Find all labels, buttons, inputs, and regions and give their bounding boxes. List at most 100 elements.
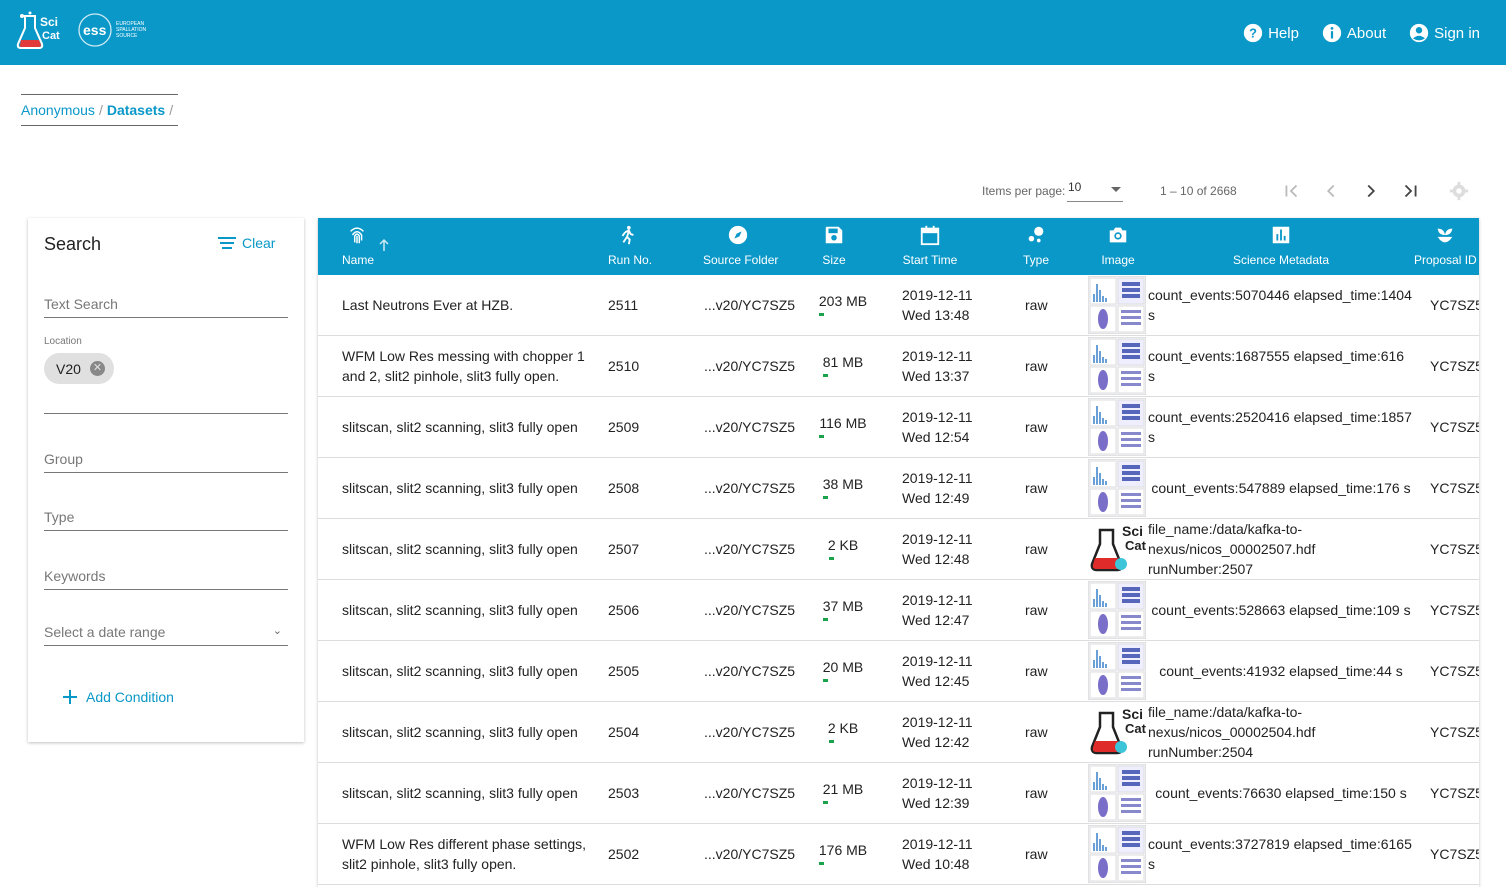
column-run-no[interactable]: Run No. — [608, 218, 652, 275]
dataset-thumbnail[interactable] — [1088, 825, 1146, 883]
size-bar — [823, 618, 828, 621]
top-app-bar: Sci Cat ess EUROPEAN SPALLATION SOURCE ?… — [0, 0, 1506, 65]
size-bar — [823, 801, 828, 804]
settings-gear-icon[interactable] — [1448, 180, 1470, 202]
table-row[interactable]: slitscan, slit2 scanning, slit3 fully op… — [318, 519, 1479, 580]
search-title: Search — [44, 234, 102, 254]
size-value: 21 MB — [822, 781, 864, 797]
cell-proposal-id: YC7SZ5 — [1430, 419, 1479, 435]
cell-proposal-id: YC7SZ5 — [1430, 297, 1479, 313]
column-type[interactable]: Type — [1018, 218, 1054, 275]
size-bar — [829, 740, 834, 743]
table-row[interactable]: slitscan, slit2 scanning, slit3 fully op… — [318, 641, 1479, 702]
column-label: Name — [342, 253, 375, 267]
start-time: Wed 12:45 — [902, 673, 970, 689]
start-date: 2019-12-11 — [902, 653, 973, 669]
cell-type: raw — [1025, 785, 1048, 801]
group-input[interactable]: Group — [44, 451, 288, 473]
compass-icon — [728, 225, 748, 245]
cell-name: slitscan, slit2 scanning, slit3 fully op… — [342, 724, 578, 740]
column-start-time[interactable]: Start Time — [900, 218, 960, 275]
cell-source-folder: ...v20/YC7SZ5 — [704, 602, 796, 618]
column-image[interactable]: Image — [1097, 218, 1139, 275]
cell-run-no: 2509 — [608, 419, 640, 435]
about-button[interactable]: About — [1321, 22, 1386, 44]
next-page-icon[interactable] — [1360, 180, 1382, 202]
table-row[interactable]: WFM Low Res messing with chopper 1 and 2… — [318, 336, 1479, 397]
last-page-icon[interactable] — [1400, 180, 1422, 202]
dataset-thumbnail[interactable] — [1088, 276, 1146, 334]
add-condition-button[interactable]: Add Condition — [62, 689, 174, 705]
table-row[interactable]: slitscan, slit2 scanning, slit3 fully op… — [318, 397, 1479, 458]
column-proposal-id[interactable]: Proposal ID — [1414, 218, 1477, 275]
start-time: Wed 13:48 — [902, 307, 970, 323]
svg-text:Sci: Sci — [40, 15, 58, 29]
date-range-select[interactable]: Select a date range ⌄ — [44, 624, 288, 646]
column-name[interactable]: Name — [342, 218, 375, 275]
keywords-input[interactable]: Keywords — [44, 568, 288, 590]
cell-science-metadata: count_events:2520416 elapsed_time:1857 s — [1148, 409, 1412, 445]
dataset-thumbnail[interactable] — [1088, 337, 1146, 395]
start-time: Wed 12:49 — [902, 490, 970, 506]
chip-remove-icon[interactable]: ✕ — [90, 361, 105, 376]
table-row[interactable]: slitscan, slit2 scanning, slit3 fully op… — [318, 702, 1479, 763]
dataset-thumbnail[interactable] — [1088, 398, 1146, 456]
table-row[interactable]: slitscan, slit2 scanning, slit3 fully op… — [318, 763, 1479, 824]
type-input[interactable]: Type — [44, 509, 288, 531]
svg-text:SOURCE: SOURCE — [116, 33, 138, 39]
breadcrumb-separator: / — [98, 102, 103, 118]
column-science-metadata[interactable]: Science Metadata — [1231, 218, 1331, 275]
location-chip[interactable]: V20 ✕ — [44, 353, 114, 384]
table-row[interactable]: slitscan, slit2 scanning, slit3 fully op… — [318, 580, 1479, 641]
location-input[interactable] — [44, 394, 288, 414]
text-search-input[interactable]: Text Search — [44, 296, 288, 318]
cell-name: Last Neutrons Ever at HZB. — [342, 297, 514, 313]
column-label: Image — [1101, 253, 1135, 267]
items-per-page-select[interactable]: 10 — [1067, 180, 1123, 202]
column-size[interactable]: Size — [818, 218, 850, 275]
size-value: 176 MB — [818, 842, 868, 858]
sort-arrow-up-icon[interactable] — [377, 238, 391, 252]
table-row[interactable]: slitscan, slit2 scanning, slit3 fully op… — [318, 458, 1479, 519]
paginator: Items per page: 10 1 – 10 of 2668 — [980, 176, 1480, 206]
cell-proposal-id: YC7SZ5 — [1430, 846, 1479, 862]
start-date: 2019-12-11 — [902, 714, 973, 730]
svg-text:SPALLATION: SPALLATION — [116, 27, 146, 33]
sign-in-button[interactable]: Sign in — [1408, 22, 1480, 44]
dataset-thumbnail[interactable] — [1088, 764, 1146, 822]
size-value: 2 KB — [827, 537, 859, 553]
location-chip-label: V20 — [56, 360, 81, 377]
first-page-icon[interactable] — [1280, 180, 1302, 202]
cell-start-time: 2019-12-11 Wed 12:48 — [902, 519, 1012, 579]
breadcrumb-datasets[interactable]: Datasets — [106, 102, 166, 118]
column-source-folder[interactable]: Source Folder — [703, 218, 778, 275]
help-button[interactable]: ? Help — [1242, 22, 1299, 44]
table-row[interactable]: WFM Low Res different phase settings, sl… — [318, 824, 1479, 885]
clear-button[interactable]: Clear — [218, 235, 275, 251]
dataset-thumbnail[interactable] — [1088, 581, 1146, 639]
ess-logo[interactable]: ess EUROPEAN SPALLATION SOURCE — [78, 12, 148, 48]
breadcrumb-anonymous[interactable]: Anonymous — [21, 102, 95, 118]
scicat-thumbnail[interactable]: Sci Cat — [1088, 703, 1146, 761]
cell-name: WFM Low Res different phase settings, sl… — [342, 836, 587, 872]
cell-name: slitscan, slit2 scanning, slit3 fully op… — [342, 541, 578, 557]
dataset-thumbnail[interactable] — [1088, 459, 1146, 517]
cell-science-metadata: count_events:528663 elapsed_time:109 s — [1151, 602, 1411, 618]
start-time: Wed 12:54 — [902, 429, 970, 445]
start-date: 2019-12-11 — [902, 470, 973, 486]
cell-name: slitscan, slit2 scanning, slit3 fully op… — [342, 602, 578, 618]
cell-name: WFM Low Res messing with chopper 1 and 2… — [342, 348, 585, 384]
add-condition-label: Add Condition — [86, 689, 174, 705]
cell-size: 37 MB — [812, 580, 874, 640]
cell-proposal-id: YC7SZ5 — [1430, 724, 1479, 740]
size-bar — [823, 374, 828, 377]
previous-page-icon[interactable] — [1320, 180, 1342, 202]
table-row[interactable]: Last Neutrons Ever at HZB. 2511 ...v20/YC7… — [318, 275, 1479, 336]
svg-text:ess: ess — [83, 22, 107, 38]
scicat-logo[interactable]: Sci Cat — [16, 10, 60, 50]
dataset-thumbnail[interactable] — [1088, 642, 1146, 700]
about-label: About — [1346, 24, 1387, 42]
cell-type: raw — [1025, 724, 1048, 740]
plus-icon — [63, 690, 77, 704]
scicat-thumbnail[interactable]: Sci Cat — [1088, 520, 1146, 578]
